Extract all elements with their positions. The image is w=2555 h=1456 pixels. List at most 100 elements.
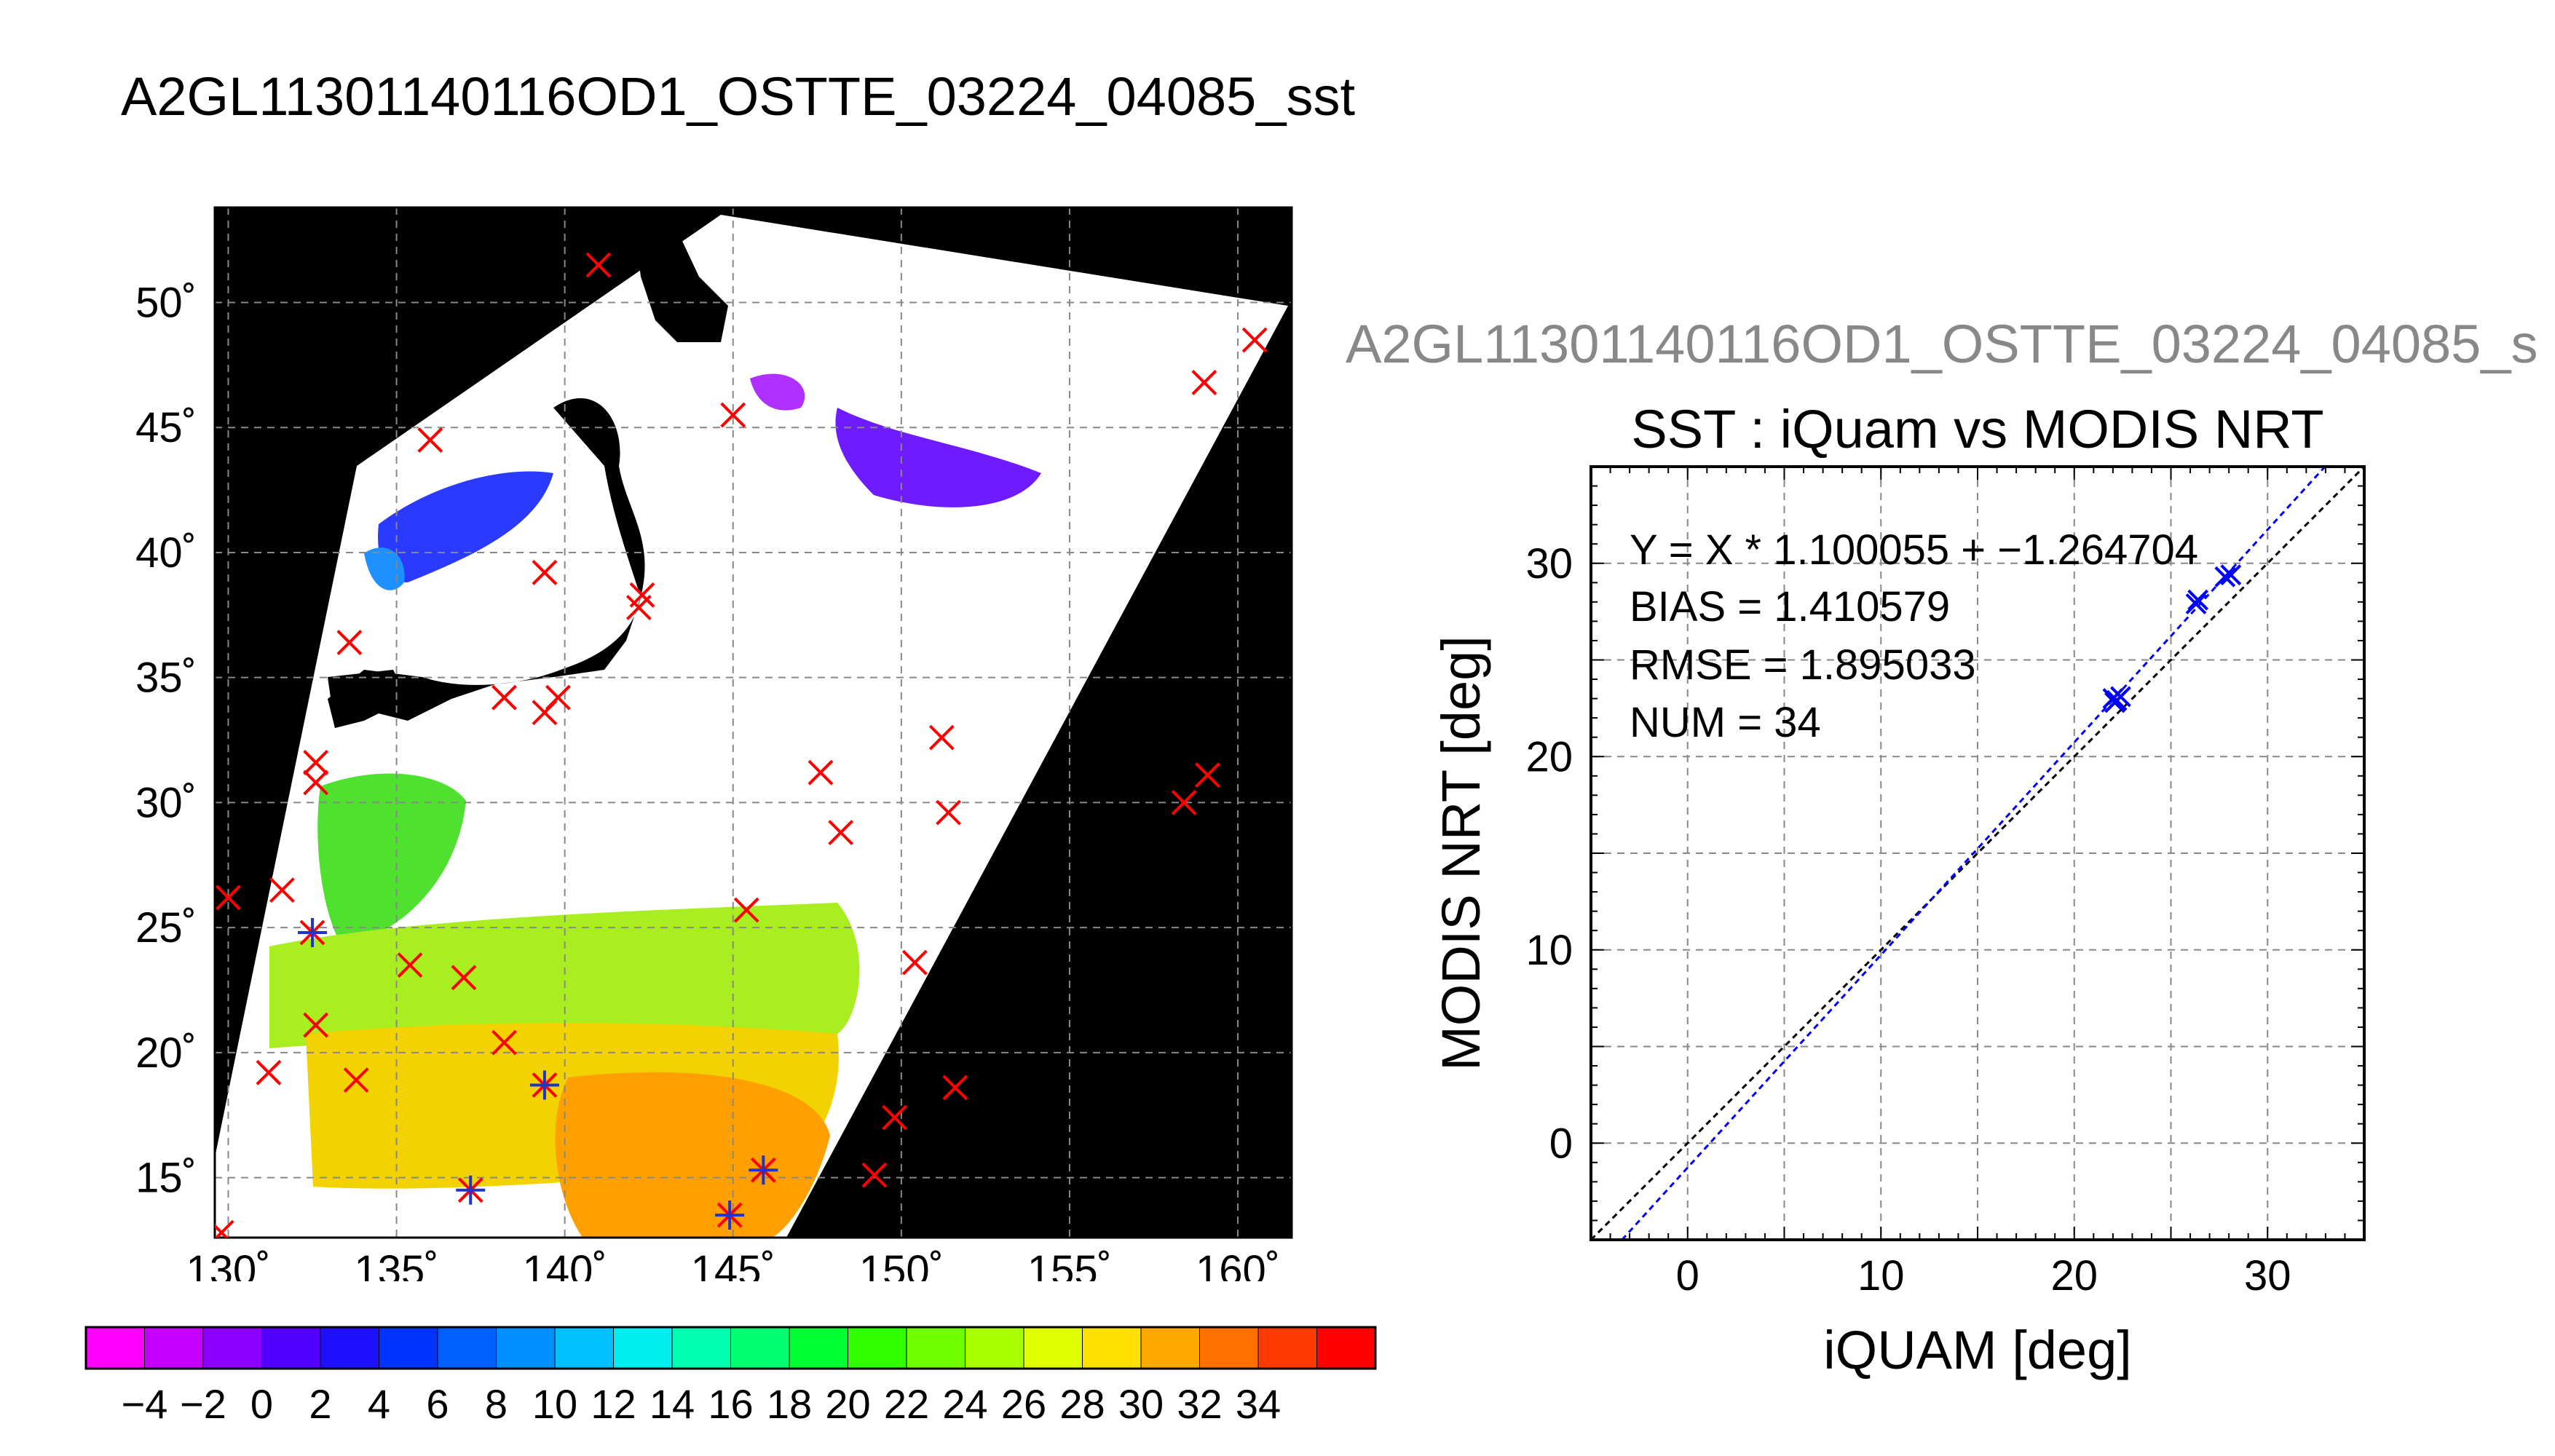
map-grid [215, 207, 1292, 1238]
buoy-marker-x [733, 897, 759, 923]
colorbar-tick-label: 6 [426, 1381, 449, 1427]
sst-map: 15˚ 20˚ 25˚ 30˚ 35˚ 40˚ 45˚ 50˚ 130˚ 135˚ 140˚ 145… [135, 206, 1293, 1281]
colorbar-cell [789, 1327, 848, 1369]
scatter-point [2214, 566, 2236, 587]
colorbar-tick-label: 28 [1059, 1381, 1105, 1427]
buoy-marker-x [1241, 327, 1268, 353]
sst-region-japan-sea-cyan [364, 547, 405, 590]
colorbar-tick-label: 12 [591, 1381, 636, 1427]
buoy-marker-x [417, 427, 443, 453]
colorbar-cell [438, 1327, 497, 1369]
scatter-suptitle: A2GL11301140116OD1_OSTTE_03224_04085_s [1346, 314, 2538, 374]
colorbar-cell [965, 1327, 1024, 1369]
x-tick-label: 10 [1857, 1252, 1905, 1299]
colorbar-cells [85, 1327, 1376, 1369]
lat-tick-label: 45˚ [135, 404, 197, 451]
stats-annotations: Y = X * 1.100055 + −1.264704 BIAS = 1.41… [1630, 526, 2198, 746]
fit-line [1621, 465, 2326, 1241]
scatter-point [2185, 593, 2207, 614]
buoy-marker-x [828, 820, 854, 846]
colorbar-cell [379, 1327, 438, 1369]
buoy-marker-x [882, 1104, 908, 1131]
y-axis-label: MODIS NRT [deg] [1431, 636, 1491, 1071]
x-tick-label: 20 [2050, 1252, 2098, 1299]
colorbar-tick-label: 22 [884, 1381, 929, 1427]
fit-equation: Y = X * 1.100055 + −1.264704 [1630, 526, 2198, 574]
lon-tick-labels: 130˚ 135˚ 140˚ 145˚ 150˚ 155˚ 160˚ [186, 1247, 1280, 1281]
colorbar: −4 −2 0 2 4 6 8 10 12 14 16 18 20 22 24 26 28 30 32 34 [84, 1326, 1377, 1427]
buoy-marker-x [269, 877, 295, 903]
colorbar-tick-labels: −4 −2 0 2 4 6 8 10 12 14 16 18 20 22 24 26 28 30 32 34 [122, 1381, 1282, 1427]
buoy-marker-x [807, 759, 834, 786]
lon-tick-label: 155˚ [1027, 1247, 1112, 1281]
lat-tick-label: 25˚ [135, 904, 197, 951]
buoy-marker-x [720, 402, 746, 428]
x-tick-label: 0 [1676, 1252, 1699, 1299]
buoy-marker-x [942, 1075, 968, 1101]
matched-buoy-marker [749, 1155, 778, 1185]
buoy-marker-x [216, 885, 241, 911]
buoy-marker-x [343, 1067, 369, 1093]
colorbar-tick-label: 32 [1177, 1381, 1222, 1427]
bias-value: BIAS = 1.410579 [1630, 583, 1950, 630]
colorbar-tick-label: 10 [532, 1381, 577, 1427]
colorbar-tick-label: 4 [368, 1381, 390, 1427]
colorbar-tick-label: 14 [649, 1381, 695, 1427]
colorbar-cell [730, 1327, 790, 1369]
colorbar-cell [203, 1327, 262, 1369]
scatter-points [2102, 564, 2242, 713]
colorbar-cell [1258, 1327, 1317, 1369]
buoy-marker-x [861, 1162, 888, 1188]
matched-buoy-marker [298, 917, 328, 947]
lat-tick-label: 15˚ [135, 1155, 197, 1202]
sst-region-japan-sea [378, 471, 553, 582]
colorbar-tick-label: 0 [250, 1381, 273, 1427]
buoy-marker-x [303, 1012, 329, 1038]
scatter-grid [1590, 466, 2365, 1241]
sst-region-yellowgreen [269, 903, 860, 1048]
buoy-marker-x [936, 799, 961, 826]
lon-tick-label: 140˚ [523, 1247, 607, 1281]
buoy-marker-x [451, 965, 477, 991]
matched-buoy-marker [456, 1175, 486, 1205]
scatter-point [2220, 564, 2242, 586]
lon-tick-label: 150˚ [859, 1247, 944, 1281]
buoy-marker-x [491, 1029, 517, 1056]
scatter-frame [1590, 465, 2366, 1241]
buoy-marker-x [625, 595, 652, 620]
lon-tick-label: 145˚ [691, 1247, 775, 1281]
colorbar-cell [1024, 1327, 1083, 1369]
y-tick-labels: 0 10 20 30 [1525, 540, 1573, 1168]
y-tick-label: 30 [1525, 540, 1573, 587]
colorbar-frame [84, 1326, 1377, 1370]
colorbar-cell [613, 1327, 673, 1369]
y-tick-label: 0 [1549, 1120, 1573, 1167]
colorbar-cell [1082, 1327, 1142, 1369]
buoy-marker-x [491, 684, 517, 711]
num-value: NUM = 34 [1630, 699, 1821, 746]
lat-tick-label: 35˚ [135, 654, 197, 702]
sst-region-orange [555, 1072, 830, 1238]
colorbar-tick-label: 24 [942, 1381, 987, 1427]
colorbar-cell [144, 1327, 204, 1369]
colorbar-tick-label: 16 [708, 1381, 753, 1427]
colorbar-tick-label: 2 [309, 1381, 331, 1427]
matched-buoy-marker [715, 1200, 745, 1230]
buoy-marker-x [256, 1059, 282, 1085]
buoy-marker-x [532, 560, 558, 585]
lon-tick-label: 160˚ [1196, 1247, 1280, 1281]
colorbar-tick-label: 30 [1118, 1381, 1164, 1427]
colorbar-cell [555, 1327, 614, 1369]
colorbar-cell [1316, 1327, 1376, 1369]
colorbar-cell [848, 1327, 907, 1369]
colorbar-tick-label: 20 [825, 1381, 870, 1427]
rmse-value: RMSE = 1.895033 [1630, 641, 1976, 689]
colorbar-cell [672, 1327, 731, 1369]
x-tick-labels: 0 10 20 30 [1676, 1252, 2291, 1299]
buoy-marker-x [1171, 789, 1197, 815]
buoy-marker-x [585, 252, 612, 278]
lat-tick-label: 50˚ [135, 280, 197, 327]
colorbar-cell [86, 1327, 145, 1369]
sst-region-hokkaido-offshore [835, 408, 1041, 507]
buoy-marker-x [1191, 369, 1217, 395]
